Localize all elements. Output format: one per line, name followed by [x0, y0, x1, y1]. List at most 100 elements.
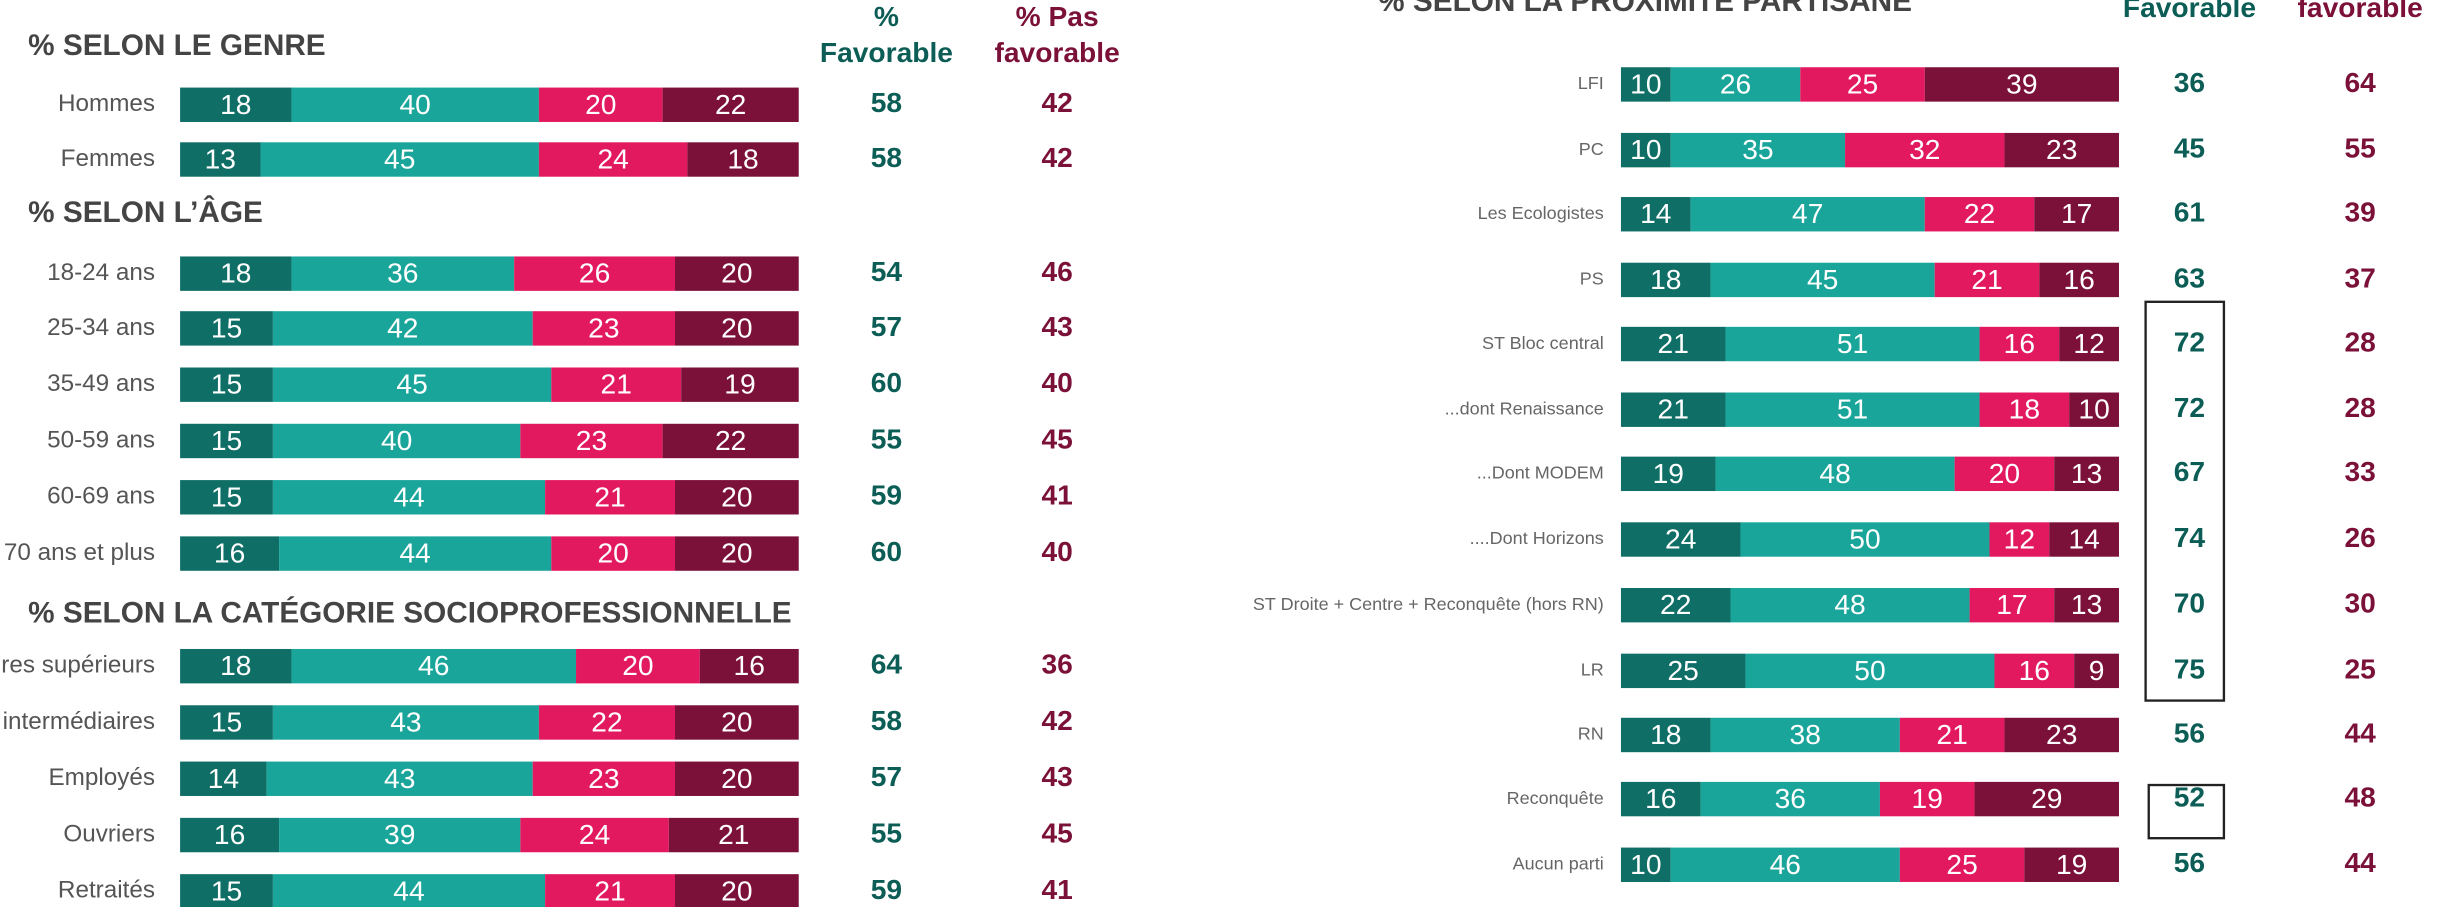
bar-segment — [538, 87, 663, 122]
segment-label: 20 — [721, 706, 752, 737]
highlight-box — [2144, 300, 2226, 702]
segment-label: 13 — [205, 144, 236, 175]
segment-label: 18 — [727, 144, 758, 175]
segment-label: 14 — [2068, 524, 2099, 555]
bar-segment — [260, 142, 539, 177]
row-label: Ouvriers — [63, 820, 155, 847]
segment-label: 20 — [721, 538, 752, 569]
favorable-value: 64 — [871, 649, 903, 680]
row-label: ST Droite + Centre + Reconquête (hors RN… — [1253, 594, 1604, 614]
segment-label: 21 — [594, 481, 625, 512]
segment-label: 22 — [591, 706, 622, 737]
bar-segment — [1994, 653, 2075, 689]
row-label: LR — [1581, 660, 1604, 680]
segment-label: 10 — [1630, 849, 1661, 880]
bar-segment — [520, 423, 663, 459]
segment-label: 48 — [1819, 458, 1850, 489]
segment-label: 15 — [211, 481, 242, 512]
row-label: ...Dont MODEM — [1477, 463, 1604, 483]
favorable-value: 57 — [871, 311, 902, 342]
segment-label: 36 — [1775, 783, 1806, 814]
segment-label: 45 — [396, 369, 427, 400]
segment-label: 45 — [384, 144, 415, 175]
bar-segment — [1620, 522, 1741, 557]
segment-label: 18 — [1650, 264, 1681, 295]
segment-label: 10 — [2078, 394, 2109, 425]
segment-label: 13 — [2071, 589, 2102, 620]
favorable-value: 54 — [871, 256, 903, 287]
segment-label: 44 — [400, 538, 431, 569]
bar-segment — [291, 648, 577, 684]
section-title: % SELON LE GENRE — [28, 29, 325, 62]
segment-label: 14 — [208, 763, 239, 794]
bar-segment — [266, 761, 533, 796]
favorable-value: 72 — [2174, 392, 2205, 423]
segment-label: 15 — [211, 425, 242, 456]
bar-segment — [1845, 132, 2005, 168]
row-label: 18-24 ans — [47, 259, 155, 286]
segment-label: 16 — [214, 819, 245, 850]
pas-favorable-value: 48 — [2344, 782, 2375, 813]
bar-segment — [551, 536, 676, 571]
favorable-value: 55 — [871, 423, 902, 454]
bar-segment — [1690, 197, 1925, 232]
bar-segment — [180, 142, 261, 177]
pas-favorable-value: 55 — [2344, 133, 2375, 164]
bar-segment — [538, 142, 688, 177]
bar-segment — [681, 367, 799, 402]
row-label: Employés — [48, 764, 155, 791]
segment-label: 23 — [2046, 719, 2077, 750]
segment-label: 15 — [211, 312, 242, 343]
segment-label: 44 — [393, 875, 424, 906]
segment-label: 48 — [1834, 589, 1865, 620]
segment-label: 39 — [2006, 68, 2037, 99]
segment-label: 20 — [597, 538, 628, 569]
segment-label: 51 — [1837, 394, 1868, 425]
row-label: ....Dont Horizons — [1470, 528, 1604, 548]
segment-label: 26 — [579, 258, 610, 289]
segment-label: 16 — [734, 650, 765, 681]
row-label: Prof. intermédiaires — [0, 708, 155, 735]
segment-label: 20 — [721, 481, 752, 512]
segment-label: 15 — [211, 706, 242, 737]
bar-segment — [675, 761, 799, 796]
favorable-value: 67 — [2174, 456, 2205, 487]
pas-favorable-value: 40 — [1041, 367, 1072, 398]
row-label: Retraités — [58, 877, 155, 904]
pas-favorable-value: 40 — [1041, 536, 1072, 567]
segment-label: 18 — [220, 650, 251, 681]
bar-segment — [2059, 326, 2119, 362]
bar-segment — [1620, 132, 1671, 168]
bar-segment — [1710, 717, 1900, 753]
segment-label: 51 — [1837, 328, 1868, 359]
segment-label: 15 — [211, 875, 242, 906]
bar-segment — [1620, 392, 1726, 427]
section-title: % SELON LA CATÉGORIE SOCIOPROFESSIONNELL… — [28, 595, 791, 629]
bar-segment — [180, 536, 280, 571]
pas-favorable-value: 46 — [1041, 256, 1072, 287]
row-label: PC — [1579, 139, 1604, 159]
row-label: ST Bloc central — [1482, 333, 1604, 353]
segment-label: 38 — [1790, 719, 1821, 750]
row-label: Aucun parti — [1513, 854, 1604, 874]
column-header: favorable — [2298, 0, 2423, 23]
bar-segment — [180, 874, 273, 907]
bar-segment — [1899, 717, 2005, 753]
pas-favorable-value: 28 — [2344, 392, 2375, 423]
bar-segment — [675, 256, 799, 291]
bar-segment — [576, 648, 700, 684]
favorable-value: 58 — [871, 142, 902, 173]
bar-segment — [272, 367, 552, 402]
bar-segment — [1620, 262, 1711, 298]
segment-label: 26 — [1720, 68, 1751, 99]
pas-favorable-value: 41 — [1041, 480, 1072, 511]
bar-segment — [272, 874, 546, 907]
bar-segment — [2074, 653, 2119, 689]
bar-segment — [180, 480, 273, 515]
bar-segment — [1620, 717, 1711, 753]
bar-segment — [520, 817, 669, 853]
favorable-value: 70 — [2174, 588, 2205, 619]
pas-favorable-value: 41 — [1041, 874, 1072, 905]
segment-label: 17 — [1996, 589, 2027, 620]
segment-label: 12 — [2004, 524, 2035, 555]
